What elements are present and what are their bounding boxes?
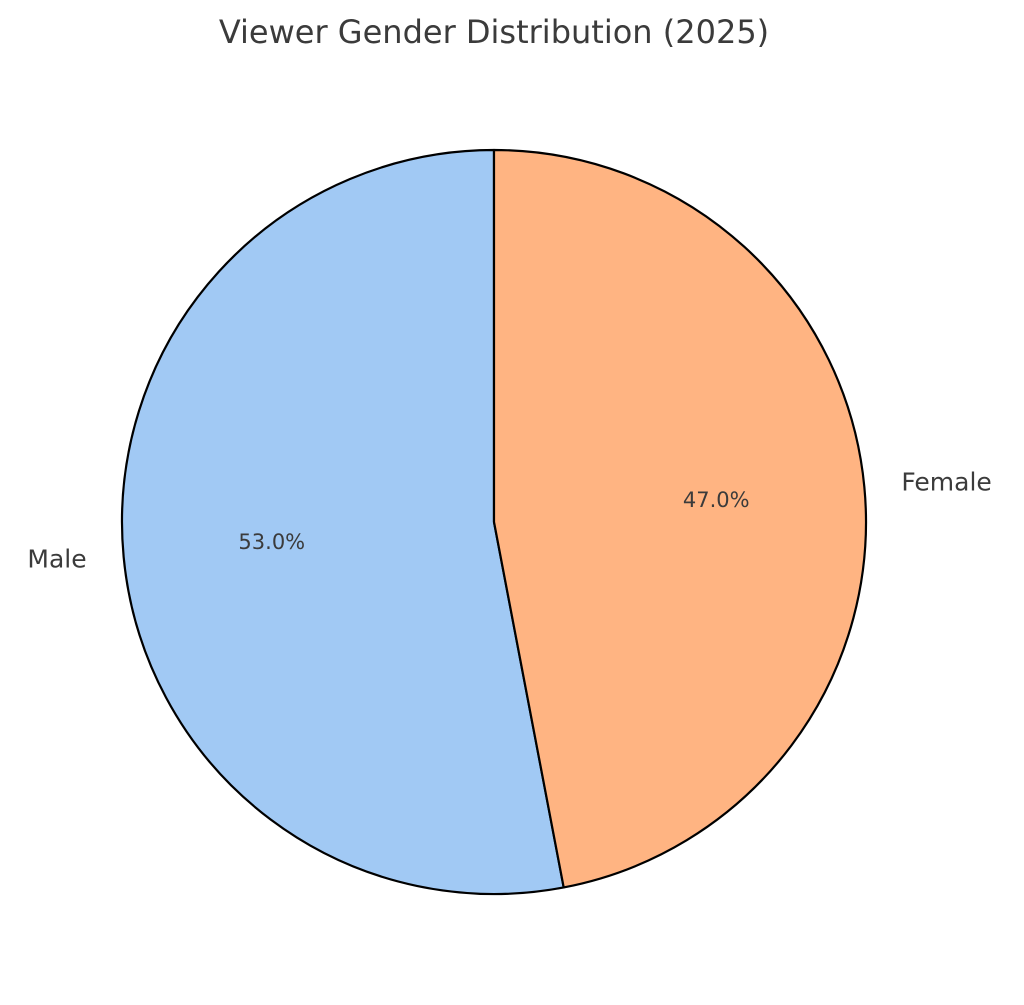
pie-labels: Male 53.0% Female 47.0%	[27, 467, 991, 573]
chart-title: Viewer Gender Distribution (2025)	[219, 13, 769, 51]
pie-slice-female	[492, 148, 868, 889]
percent-label-male: 53.0%	[238, 530, 305, 554]
percent-label-female: 47.0%	[683, 488, 750, 512]
pie-slice-male	[120, 148, 565, 896]
pie-slices	[120, 148, 868, 896]
slice-label-female: Female	[901, 467, 991, 496]
slice-label-male: Male	[27, 545, 86, 574]
